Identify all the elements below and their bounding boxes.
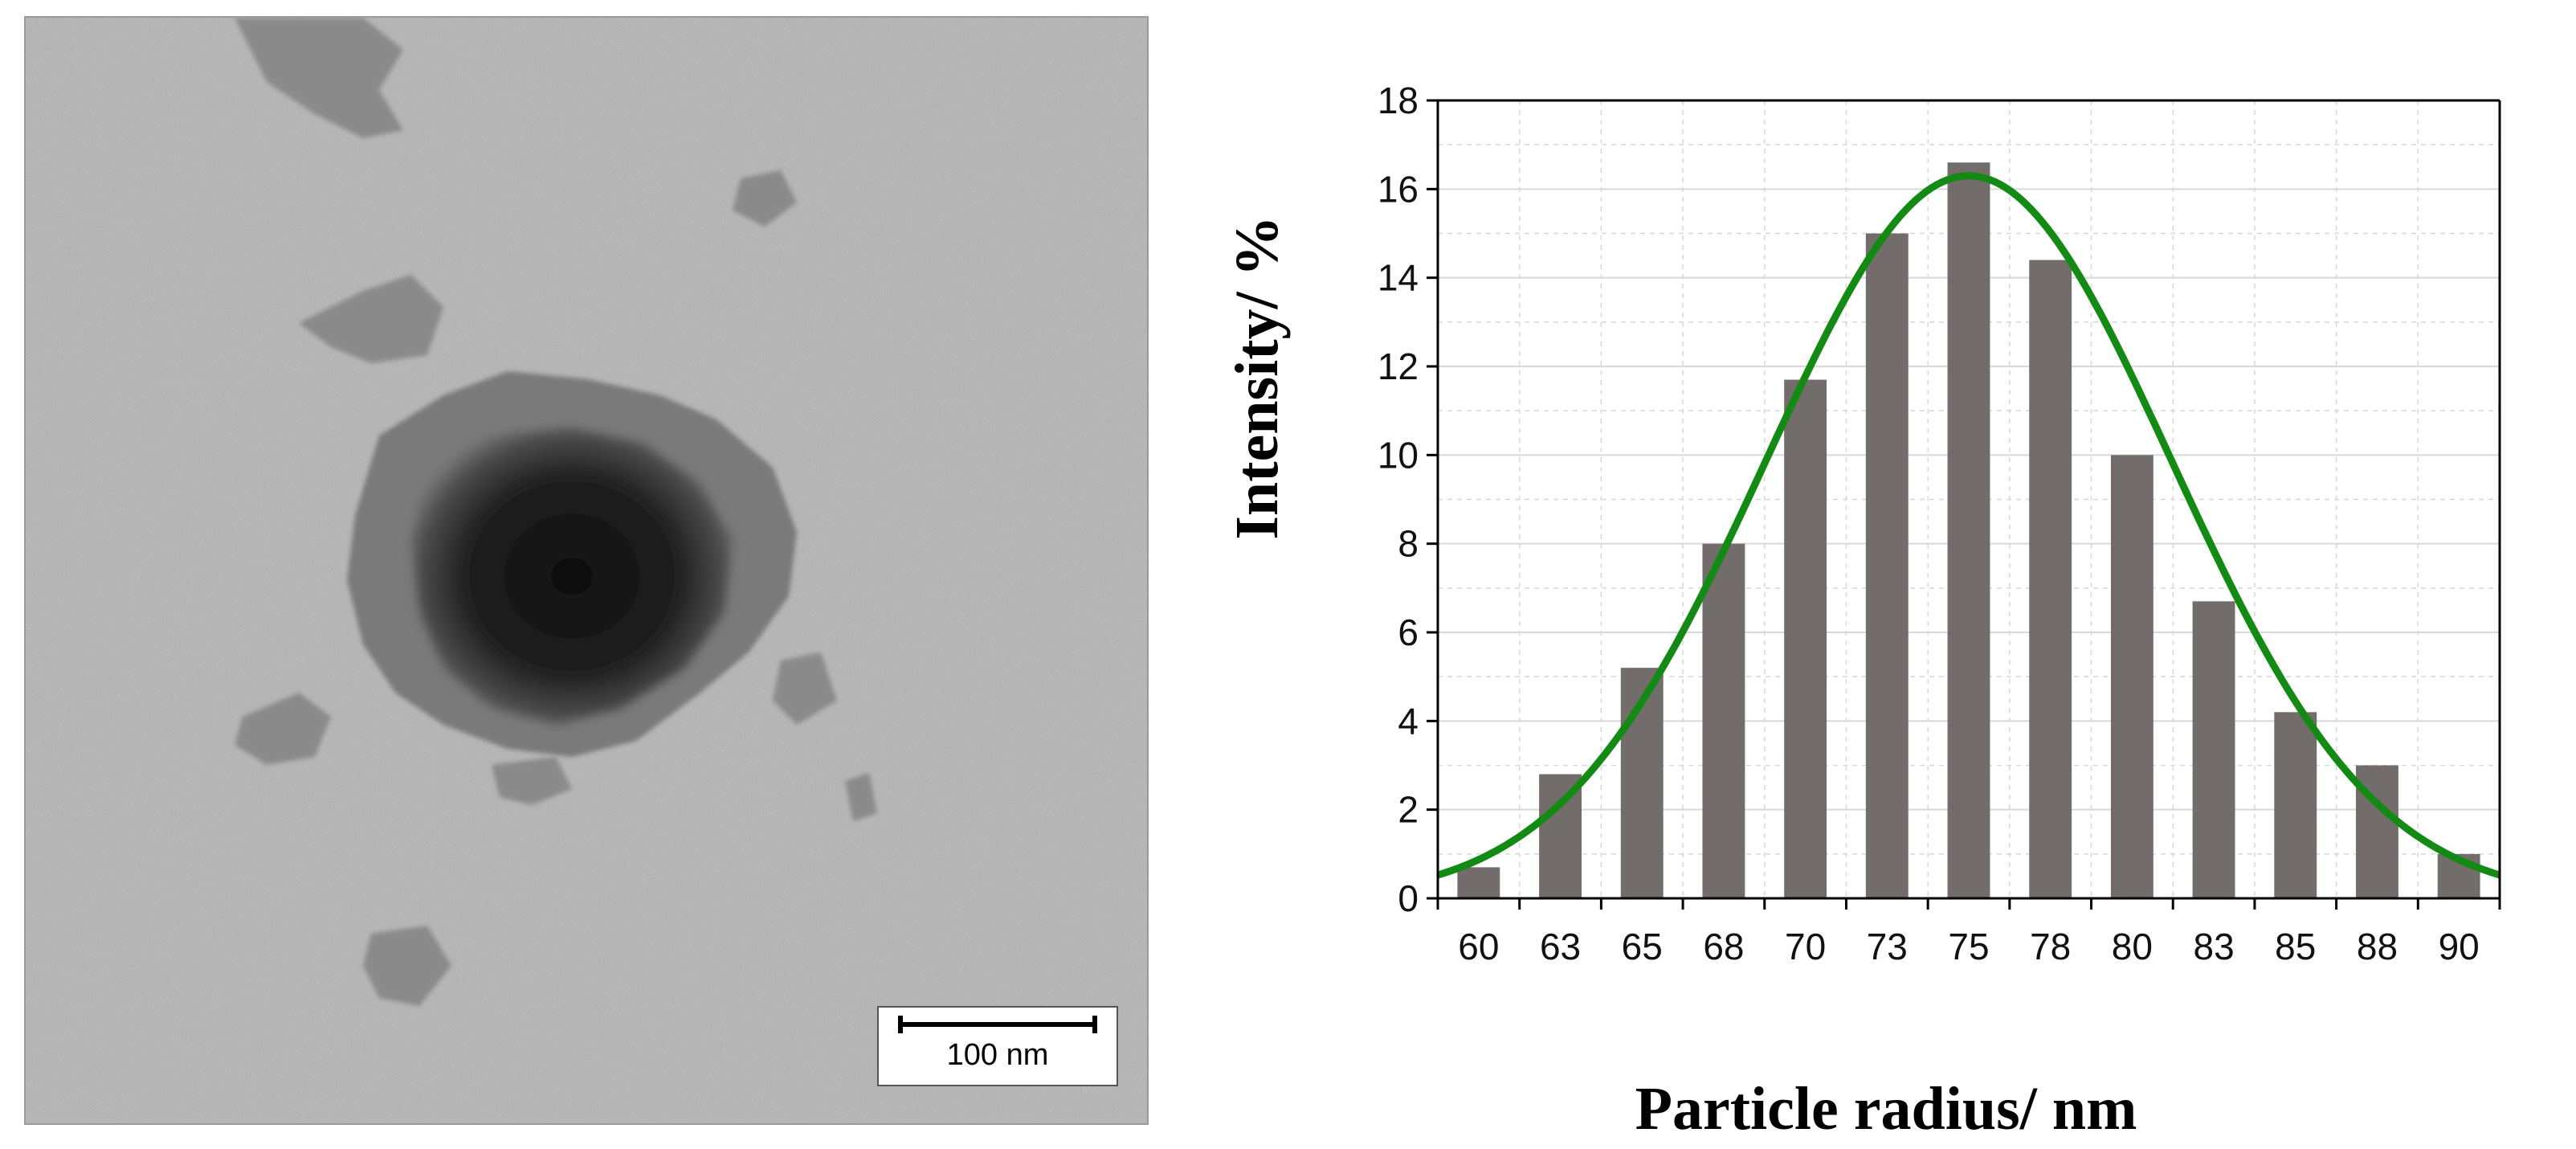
x-tick-labels: 60 63 65 68 70 73 75 78 80 83 85 88 90 <box>1458 926 2479 967</box>
y-tick-label: 6 <box>1398 611 1419 653</box>
bar-75 <box>1947 162 1990 898</box>
x-tick-label: 70 <box>1785 926 1826 967</box>
x-tick-label: 63 <box>1540 926 1581 967</box>
y-tick-label: 14 <box>1378 257 1419 299</box>
y-tick-labels: 0 2 4 6 8 10 12 14 16 18 <box>1378 80 1419 919</box>
bar-63 <box>1539 774 1582 898</box>
x-tick-label: 60 <box>1458 926 1499 967</box>
x-tick-label: 75 <box>1948 926 1989 967</box>
scale-bar <box>898 1016 1097 1033</box>
x-tick-label: 65 <box>1622 926 1663 967</box>
y-tick-label: 8 <box>1398 523 1419 565</box>
axes <box>1427 99 2501 910</box>
x-axis-title: Particle radius/ nm <box>1635 1075 2137 1143</box>
x-tick-label: 85 <box>2275 926 2316 967</box>
debris-clusters <box>235 18 877 1006</box>
scale-bar-label: 100 nm <box>946 1038 1049 1072</box>
x-tick-label: 83 <box>2193 926 2234 967</box>
x-tick-label: 68 <box>1703 926 1744 967</box>
micrograph-image <box>26 18 1147 1123</box>
particle-core <box>411 427 733 725</box>
tem-micrograph: 100 nm <box>24 16 1149 1125</box>
x-tick-label: 73 <box>1867 926 1908 967</box>
x-tick-label: 88 <box>2357 926 2398 967</box>
bar-85 <box>2274 712 2317 898</box>
gaussian-fit-curve <box>1436 172 2501 879</box>
y-tick-label: 16 <box>1378 168 1419 210</box>
x-tick-label: 80 <box>2112 926 2153 967</box>
bar-68 <box>1702 543 1745 898</box>
bar-78 <box>2029 260 2072 899</box>
y-axis-title: Intensity/ % <box>1223 215 1291 539</box>
y-tick-label: 2 <box>1398 789 1419 831</box>
bar-83 <box>2192 601 2235 898</box>
bar-73 <box>1865 233 1909 898</box>
y-tick-label: 0 <box>1398 877 1419 919</box>
y-tick-label: 18 <box>1378 80 1419 121</box>
x-tick-label: 78 <box>2030 926 2071 967</box>
y-tick-label: 12 <box>1378 346 1419 387</box>
y-tick-label: 10 <box>1378 434 1419 476</box>
bars <box>1457 162 2480 899</box>
scale-bar-box: 100 nm <box>877 1006 1118 1086</box>
y-tick-label: 4 <box>1398 700 1419 742</box>
bar-70 <box>1784 379 1827 898</box>
bar-80 <box>2110 455 2153 898</box>
bar-60 <box>1457 867 1500 898</box>
x-tick-label: 90 <box>2439 926 2480 967</box>
